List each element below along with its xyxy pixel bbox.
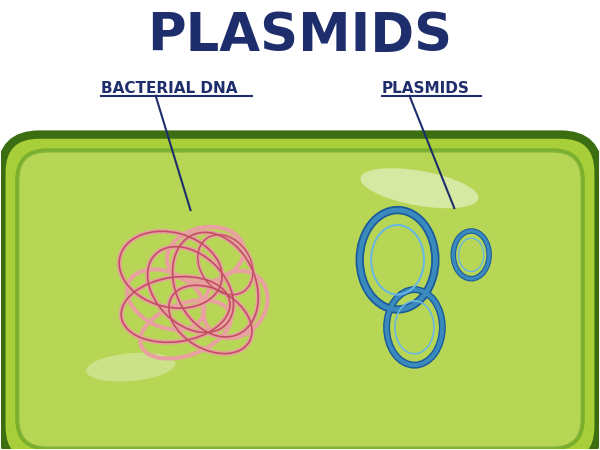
- Ellipse shape: [361, 168, 478, 208]
- FancyBboxPatch shape: [17, 150, 583, 449]
- Text: PLASMIDS: PLASMIDS: [382, 81, 469, 96]
- Text: BACTERIAL DNA: BACTERIAL DNA: [101, 81, 238, 96]
- Text: PLASMIDS: PLASMIDS: [148, 10, 452, 62]
- Ellipse shape: [86, 353, 175, 382]
- FancyBboxPatch shape: [1, 135, 599, 450]
